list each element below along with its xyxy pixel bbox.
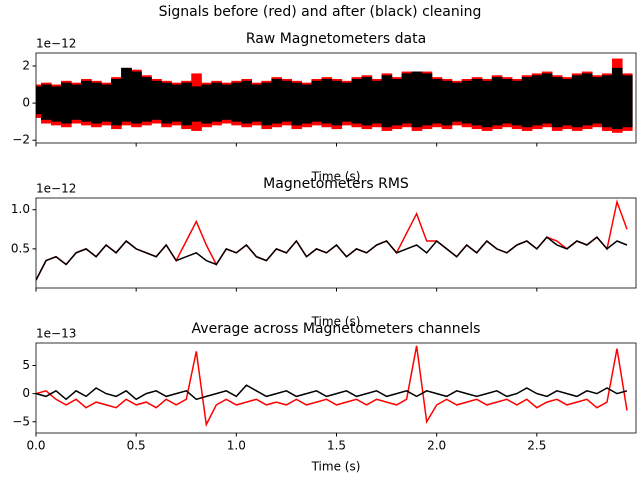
signal-band [411, 71, 423, 128]
signal-band [251, 84, 262, 122]
signal-band [211, 82, 222, 122]
plot-area [36, 58, 633, 133]
x-axis-label: Time (s) [311, 170, 361, 184]
y-tick-label: 0 [22, 96, 30, 110]
signal-band [401, 73, 413, 124]
signal-band [131, 71, 142, 124]
signal-band [341, 82, 353, 122]
y-tick-label: −5 [12, 414, 30, 428]
x-tick-label: 1.5 [327, 439, 346, 453]
signal-band [371, 80, 383, 124]
signal-band [121, 67, 132, 122]
signal-band [581, 73, 593, 126]
signal-band [241, 80, 252, 124]
signal-band [331, 80, 343, 126]
signal-band [441, 80, 453, 126]
signal-band [171, 84, 182, 122]
signal-line [36, 384, 628, 401]
signal-band [491, 77, 503, 126]
axes-frame [35, 342, 637, 434]
signal-band [191, 86, 202, 122]
signal-band [511, 80, 523, 126]
signal-band [391, 78, 403, 126]
signal-band [111, 78, 122, 126]
signal-band [521, 77, 533, 128]
signal-band [351, 78, 363, 124]
signal-band [561, 78, 573, 126]
signal-band [361, 77, 373, 126]
y-offset-label: 1e−12 [36, 37, 76, 51]
signal-band [291, 82, 303, 126]
signal-band [81, 80, 92, 122]
signal-band [621, 75, 633, 128]
y-tick-label: 1.0 [11, 202, 30, 216]
y-tick-label: 5 [22, 358, 30, 372]
signal-band [461, 80, 473, 124]
signal-band [471, 78, 483, 126]
y-tick-label: 0.5 [11, 241, 30, 255]
signal-band [551, 77, 563, 128]
signal-band [611, 67, 623, 130]
signal-band [601, 75, 613, 128]
signal-band [61, 82, 72, 124]
y-offset-label: 1e−12 [36, 182, 76, 196]
signal-band [231, 82, 242, 122]
signal-band [481, 80, 493, 128]
signal-band [41, 84, 52, 120]
signal-band [141, 77, 152, 122]
plot-area [36, 345, 628, 428]
signal-band [591, 77, 603, 124]
signal-line [36, 345, 628, 428]
signal-band [261, 82, 272, 126]
figure-title: Signals before (red) and after (black) c… [159, 4, 482, 20]
signal-band [301, 84, 313, 124]
x-tick-label: 2.0 [427, 439, 446, 453]
signal-line [36, 236, 628, 281]
signal-band [421, 73, 433, 126]
signal-line [36, 199, 628, 281]
y-tick-label: −2 [12, 133, 30, 147]
axes-title: Average across Magnetometers channels [192, 321, 481, 337]
signal-band [161, 82, 172, 124]
signal-band [181, 82, 192, 126]
signal-band [51, 86, 62, 122]
y-tick-label: 0 [22, 386, 30, 400]
y-offset-label: 1e−13 [36, 327, 76, 341]
signal-band [36, 86, 42, 115]
plot-area [36, 199, 628, 281]
signal-band [571, 75, 583, 128]
signal-band [531, 75, 543, 126]
y-tick-label: 2 [22, 58, 30, 72]
axes-frame [35, 52, 637, 144]
signal-band [221, 84, 232, 120]
axes-frame [35, 197, 637, 289]
signal-band [431, 78, 443, 124]
axes-title: Magnetometers RMS [263, 176, 409, 192]
signal-band [321, 78, 333, 124]
signal-band [71, 84, 82, 120]
x-tick-label: 1.0 [227, 439, 246, 453]
axes-title: Raw Magnetometers data [246, 31, 426, 47]
signal-band [101, 84, 112, 122]
x-tick-label: 0.5 [127, 439, 146, 453]
x-axis-label: Time (s) [311, 460, 361, 474]
signal-band [451, 82, 463, 122]
signal-band [201, 84, 212, 124]
x-tick-label: 2.5 [527, 439, 546, 453]
signal-band [541, 73, 553, 124]
signal-band [381, 75, 393, 128]
x-tick-label: 0.0 [26, 439, 45, 453]
signal-band [271, 78, 283, 124]
signal-band [311, 80, 323, 122]
signal-band [151, 80, 162, 120]
x-axis-label: Time (s) [311, 315, 361, 329]
signal-band [91, 82, 102, 124]
signal-band [281, 80, 293, 122]
signal-band [501, 78, 513, 124]
